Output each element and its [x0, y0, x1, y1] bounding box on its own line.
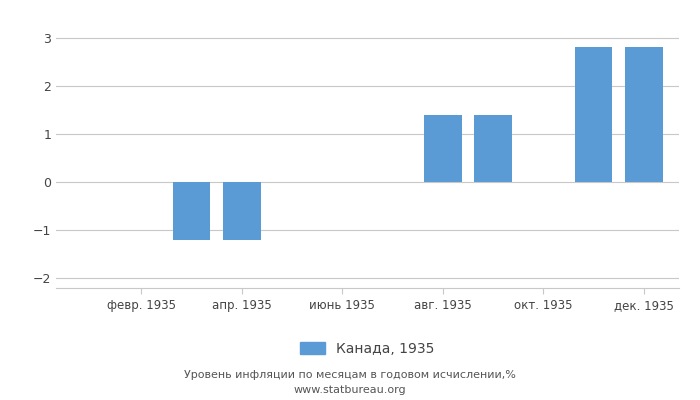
Bar	[173, 182, 211, 240]
Text: www.statbureau.org: www.statbureau.org	[294, 385, 406, 395]
Legend: Канада, 1935: Канада, 1935	[300, 342, 435, 356]
Bar	[424, 115, 462, 182]
Bar	[625, 47, 663, 182]
Bar	[223, 182, 260, 240]
Bar	[475, 115, 512, 182]
Text: Уровень инфляции по месяцам в годовом исчислении,%: Уровень инфляции по месяцам в годовом ис…	[184, 370, 516, 380]
Bar	[575, 47, 612, 182]
